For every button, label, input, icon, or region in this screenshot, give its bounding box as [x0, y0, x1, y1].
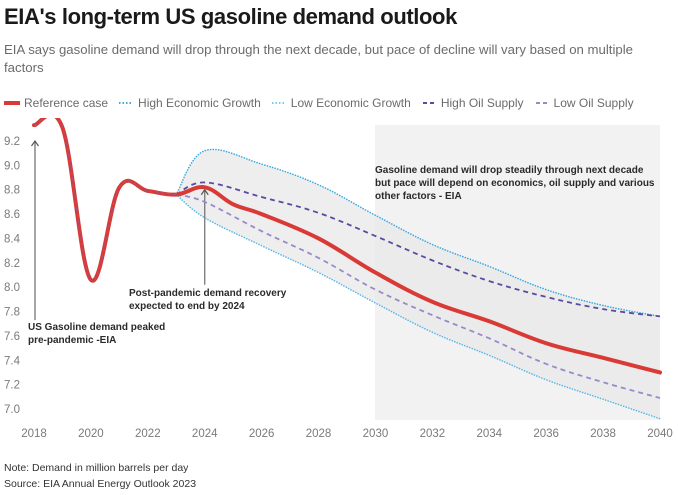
- legend-swatch-dashed-icon: [535, 102, 549, 104]
- series-line-high-oil-supply: [175, 181, 661, 318]
- footnote-units: Note: Demand in million barrels per day: [4, 462, 189, 474]
- series-line-historical-overlay: [33, 118, 177, 282]
- legend-item-reference: Reference case: [4, 96, 108, 110]
- legend-item-low-econ: Low Economic Growth: [271, 96, 411, 110]
- x-tick-label: 2018: [21, 428, 47, 440]
- x-tick-label: 2026: [249, 428, 275, 440]
- x-tick-label: 2040: [647, 428, 673, 440]
- annotation-text-peak: pre-pandemic -EIA: [28, 335, 116, 346]
- y-tick-label: 8.8: [4, 185, 20, 197]
- y-tick-label: 8.6: [4, 209, 20, 221]
- series-line-reference-case: [32, 118, 662, 375]
- x-tick-label: 2032: [420, 428, 446, 440]
- annotation-text-recovery: Post-pandemic demand recovery: [129, 288, 287, 299]
- legend-item-low-oil: Low Oil Supply: [534, 96, 634, 110]
- arrowhead-icon: [200, 188, 209, 196]
- arrowhead-icon: [31, 139, 39, 147]
- legend-item-high-econ: High Economic Growth: [118, 96, 261, 110]
- chart-subtitle: EIA says gasoline demand will drop throu…: [4, 42, 633, 75]
- y-tick-label: 8.0: [4, 282, 20, 294]
- range-band: [176, 149, 661, 419]
- legend-label: Reference case: [24, 96, 109, 110]
- x-tick-label: 2020: [78, 428, 104, 440]
- y-tick-label: 7.8: [4, 307, 20, 319]
- x-tick-label: 2030: [363, 428, 389, 440]
- x-tick-label: 2024: [192, 428, 218, 440]
- legend-swatch-dotted-icon: [271, 102, 286, 104]
- legend: Reference case High Economic Growth Low …: [4, 96, 644, 110]
- y-tick-label: 7.6: [4, 331, 20, 343]
- series-line-low-economic-growth: [175, 193, 661, 420]
- y-tick-label: 9.0: [4, 160, 20, 172]
- legend-label: Low Oil Supply: [553, 96, 634, 110]
- line-chart: 7.0 7.2 7.4 7.6 7.8 8.0 8.2 8.4 8.6 8.8 9.0 9.2 201…: [4, 118, 673, 440]
- annotation-text-peak: US Gasoline demand peaked: [28, 322, 165, 333]
- series-line-high-economic-growth: [175, 148, 661, 318]
- legend-swatch-solid-icon: [4, 101, 20, 105]
- y-tick-label: 7.2: [4, 380, 20, 392]
- legend-item-high-oil: High Oil Supply: [421, 96, 524, 110]
- x-tick-label: 2022: [135, 428, 161, 440]
- y-tick-label: 9.2: [4, 136, 20, 148]
- annotation-text-outlook: but pace will depend on economics, oil s…: [375, 178, 655, 189]
- footnote-source: Source: EIA Annual Energy Outlook 2023: [4, 478, 197, 490]
- x-tick-label: 2028: [306, 428, 332, 440]
- legend-label: High Economic Growth: [138, 96, 261, 110]
- x-tick-label: 2034: [476, 428, 502, 440]
- annotation-text-outlook: Gasoline demand will drop steadily throu…: [375, 165, 644, 176]
- annotation-text-outlook: other factors - EIA: [375, 191, 462, 202]
- legend-swatch-dotted-icon: [119, 102, 134, 104]
- series-line-low-oil-supply: [176, 193, 661, 399]
- x-tick-label: 2036: [533, 428, 559, 440]
- y-tick-label: 8.4: [4, 233, 21, 245]
- legend-swatch-dashed-icon: [422, 102, 436, 104]
- y-tick-label: 8.2: [4, 258, 20, 270]
- y-tick-label: 7.4: [4, 355, 21, 367]
- annotation-text-recovery: expected to end by 2024: [129, 301, 245, 312]
- chart-title: EIA's long-term US gasoline demand outlo…: [4, 4, 457, 29]
- legend-label: Low Economic Growth: [290, 96, 411, 110]
- x-tick-label: 2038: [590, 428, 616, 440]
- y-tick-label: 7.0: [4, 404, 20, 416]
- legend-label: High Oil Supply: [440, 96, 524, 110]
